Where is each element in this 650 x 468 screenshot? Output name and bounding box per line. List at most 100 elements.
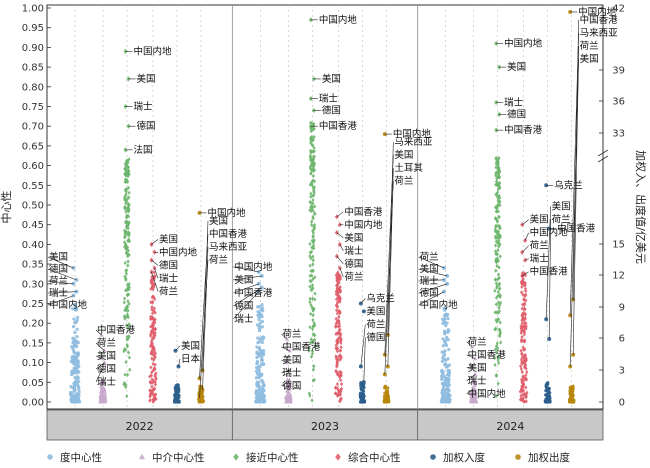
data-point [124,271,128,276]
data-point [287,384,291,388]
data-point [260,325,265,329]
data-point [124,246,128,252]
data-point [470,376,475,380]
data-point [308,166,313,171]
data-point [498,286,502,291]
data-point [260,303,264,307]
annotation-label: 瑞士 [282,367,302,379]
data-point [359,395,363,400]
data-point [495,169,499,174]
data-point [307,348,311,353]
data-point [74,355,79,359]
data-point [493,355,497,361]
data-point [337,354,341,359]
data-point [496,187,500,192]
data-point [308,393,312,398]
legend-marker [335,453,341,461]
data-point [149,365,153,370]
data-point [152,346,156,351]
annotation-label: 荷兰 [97,337,116,349]
data-point [286,398,291,402]
year-label: 2024 [496,420,524,433]
annotation-label: 乌克兰 [366,293,395,305]
data-point [103,390,107,394]
data-point [497,223,502,229]
data-point [498,185,502,190]
data-point [152,357,156,362]
data-point [499,340,503,345]
data-point [310,349,315,354]
data-point [255,323,260,327]
data-point [448,399,452,403]
data-point [313,204,317,209]
data-point [312,185,316,190]
data-point [151,380,155,385]
data-point [495,176,499,181]
data-point [334,324,338,329]
data-point [151,287,155,292]
data-point [308,325,312,330]
data-point [311,197,315,203]
data-point [309,200,313,205]
annotation-label: 美国 [282,354,301,366]
data-point [338,277,342,282]
annotation-leader [281,382,287,387]
y2-tick-label: 15 [612,240,625,251]
data-point [311,317,315,323]
data-point [496,272,501,277]
data-point [127,355,132,360]
annotation-leader [178,358,181,367]
data-point [519,396,523,401]
data-point [310,162,315,167]
annotation-label: 荷兰 [282,328,301,340]
data-point [150,300,154,305]
annotation-label: 中国香港 [468,349,507,361]
data-point [336,388,340,393]
data-point [124,177,128,182]
axis-break-mark [597,155,609,163]
data-point [153,320,157,325]
data-point [544,399,548,404]
data-point [102,398,107,403]
data-point [123,205,127,210]
data-point [313,297,317,302]
legend-label: 加权入度 [443,451,485,464]
annotation-label: 美国 [322,73,341,85]
data-point [197,392,201,396]
data-point [261,351,266,355]
data-point [122,314,126,319]
data-point [73,386,77,390]
data-point [125,213,129,218]
data-point [176,383,180,387]
data-point [255,361,259,366]
data-point [260,358,265,363]
data-point [339,378,343,383]
data-point [444,342,448,346]
annotation-label: 中国香港 [319,120,358,132]
data-point [544,397,548,401]
annotation-label: 中国内地 [319,14,358,26]
data-point [311,367,316,372]
data-point [72,390,76,394]
data-point [494,259,498,264]
data-point [338,339,343,344]
data-point [523,307,527,312]
data-point [261,383,266,387]
data-point [310,283,315,288]
data-point [494,209,499,214]
data-point [262,394,266,398]
data-point [311,258,315,263]
data-point [309,204,314,209]
data-point [256,305,260,309]
annotation-label: 荷兰 [552,213,571,225]
plot-frame [46,4,604,410]
data-point [288,400,293,404]
data-point [99,400,103,404]
data-point [308,157,313,162]
data-point [311,268,315,273]
data-point [308,153,313,158]
annotation-leader [95,329,102,336]
data-point [498,334,502,339]
data-point [472,386,477,391]
highlight-point [334,229,339,236]
